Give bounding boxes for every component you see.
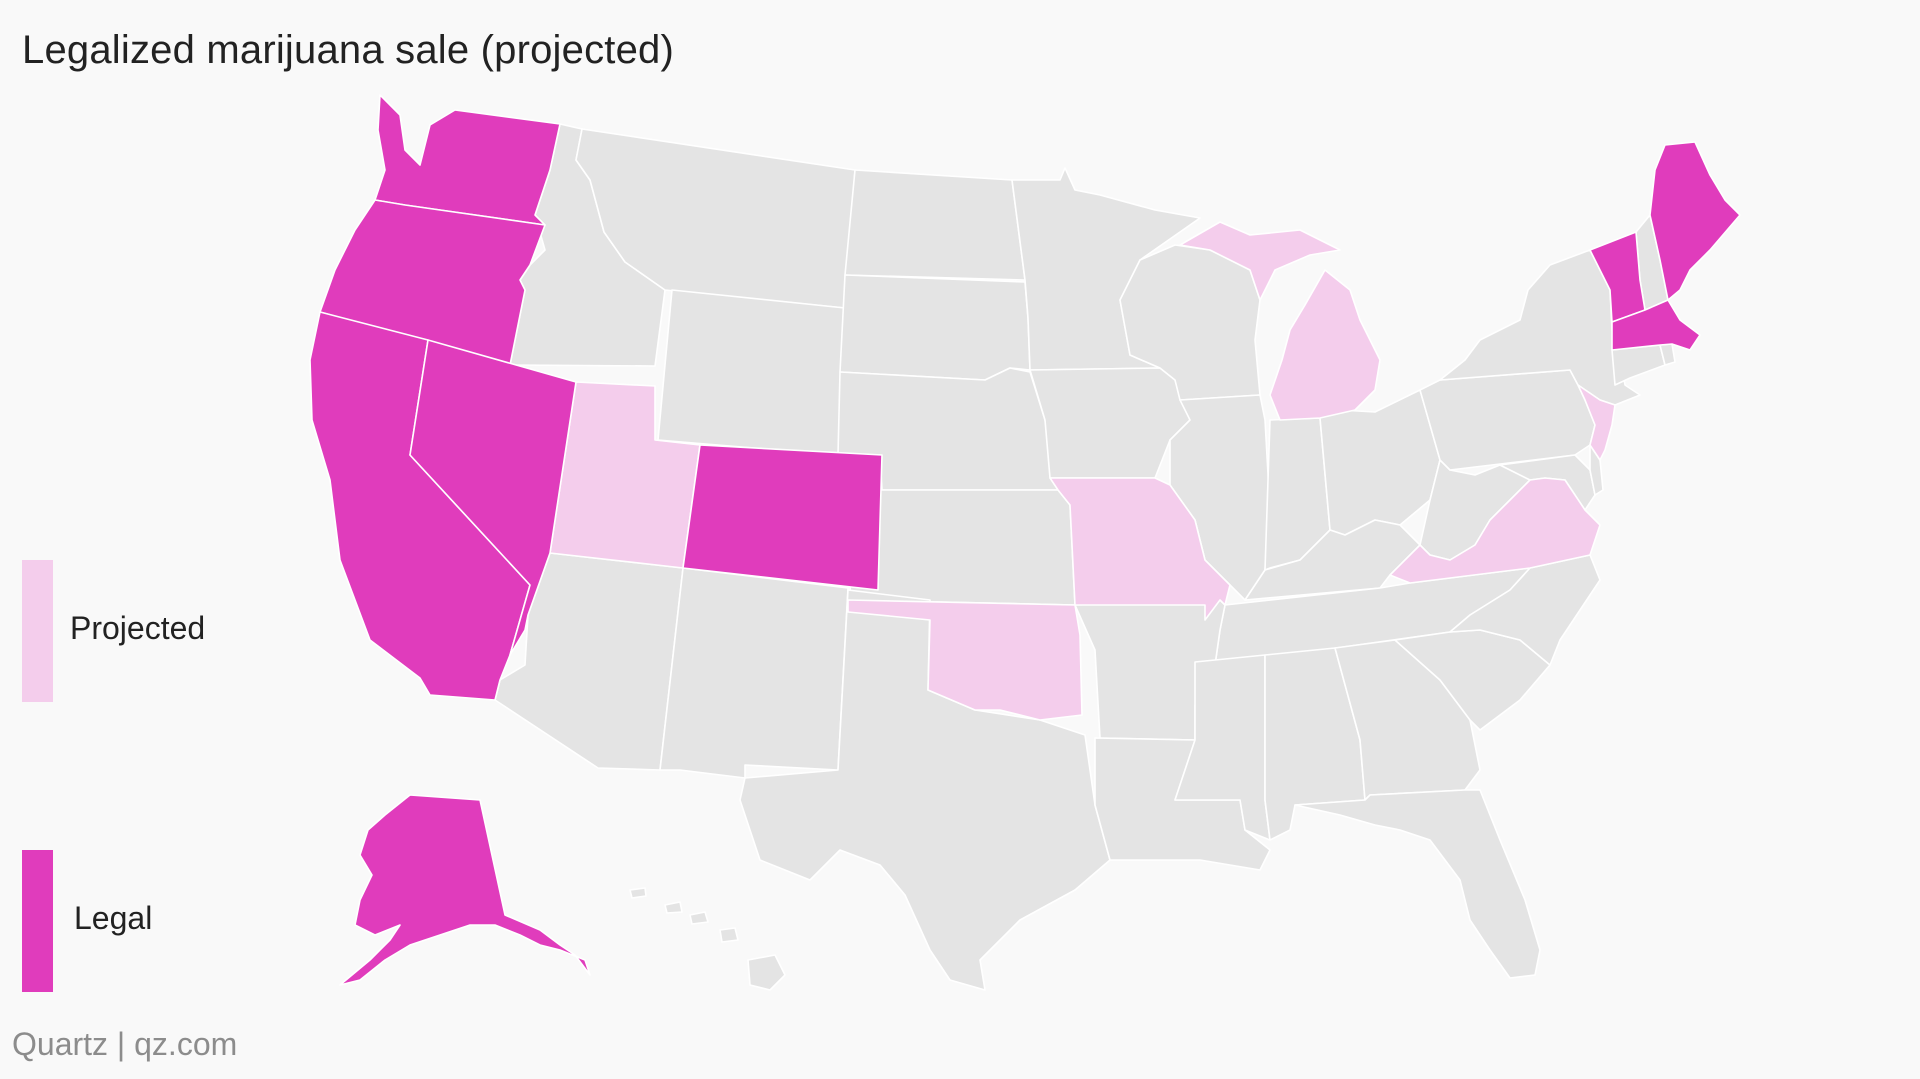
state-connecticut bbox=[1611, 344, 1666, 386]
state-north-carolina bbox=[1449, 554, 1601, 666]
other-states bbox=[494, 123, 1676, 991]
legend-swatch-legal bbox=[22, 850, 53, 992]
legend-label-projected: Projected bbox=[70, 610, 206, 646]
state-new-mexico bbox=[659, 567, 849, 779]
legend-item-legal: Legal bbox=[22, 850, 322, 992]
state-iowa bbox=[1029, 367, 1191, 479]
state-new-jersey bbox=[1577, 384, 1616, 461]
state-maine bbox=[1649, 141, 1741, 301]
state-nevada bbox=[409, 339, 577, 656]
state-oregon bbox=[319, 199, 546, 366]
legend-item-projected: Projected bbox=[22, 560, 322, 702]
state-wyoming bbox=[657, 289, 846, 456]
state-michigan bbox=[1179, 221, 1381, 421]
legal-states bbox=[309, 94, 1741, 986]
state-colorado bbox=[682, 444, 883, 591]
state-missouri bbox=[1049, 477, 1231, 621]
state-kansas bbox=[849, 489, 1076, 606]
state-florida bbox=[1294, 789, 1541, 979]
state-pennsylvania bbox=[1419, 369, 1596, 471]
state-alaska bbox=[339, 794, 591, 986]
state-massachusetts bbox=[1611, 299, 1701, 351]
state-virginia bbox=[1389, 477, 1601, 584]
legend-swatch-projected bbox=[22, 560, 53, 702]
map-title: Legalized marijuana sale (projected) bbox=[22, 28, 675, 72]
state-hawaii bbox=[629, 887, 786, 991]
state-oklahoma bbox=[847, 599, 1083, 721]
state-washington bbox=[374, 94, 561, 226]
source-credit: Quartz | qz.com bbox=[12, 1026, 238, 1062]
state-kentucky bbox=[1244, 519, 1421, 601]
projected-states bbox=[549, 221, 1616, 721]
state-south-dakota bbox=[839, 274, 1031, 381]
state-north-dakota bbox=[844, 169, 1026, 281]
legend: Projected Legal bbox=[22, 560, 322, 1000]
state-texas bbox=[739, 589, 1111, 991]
legend-label-legal: Legal bbox=[74, 900, 153, 936]
